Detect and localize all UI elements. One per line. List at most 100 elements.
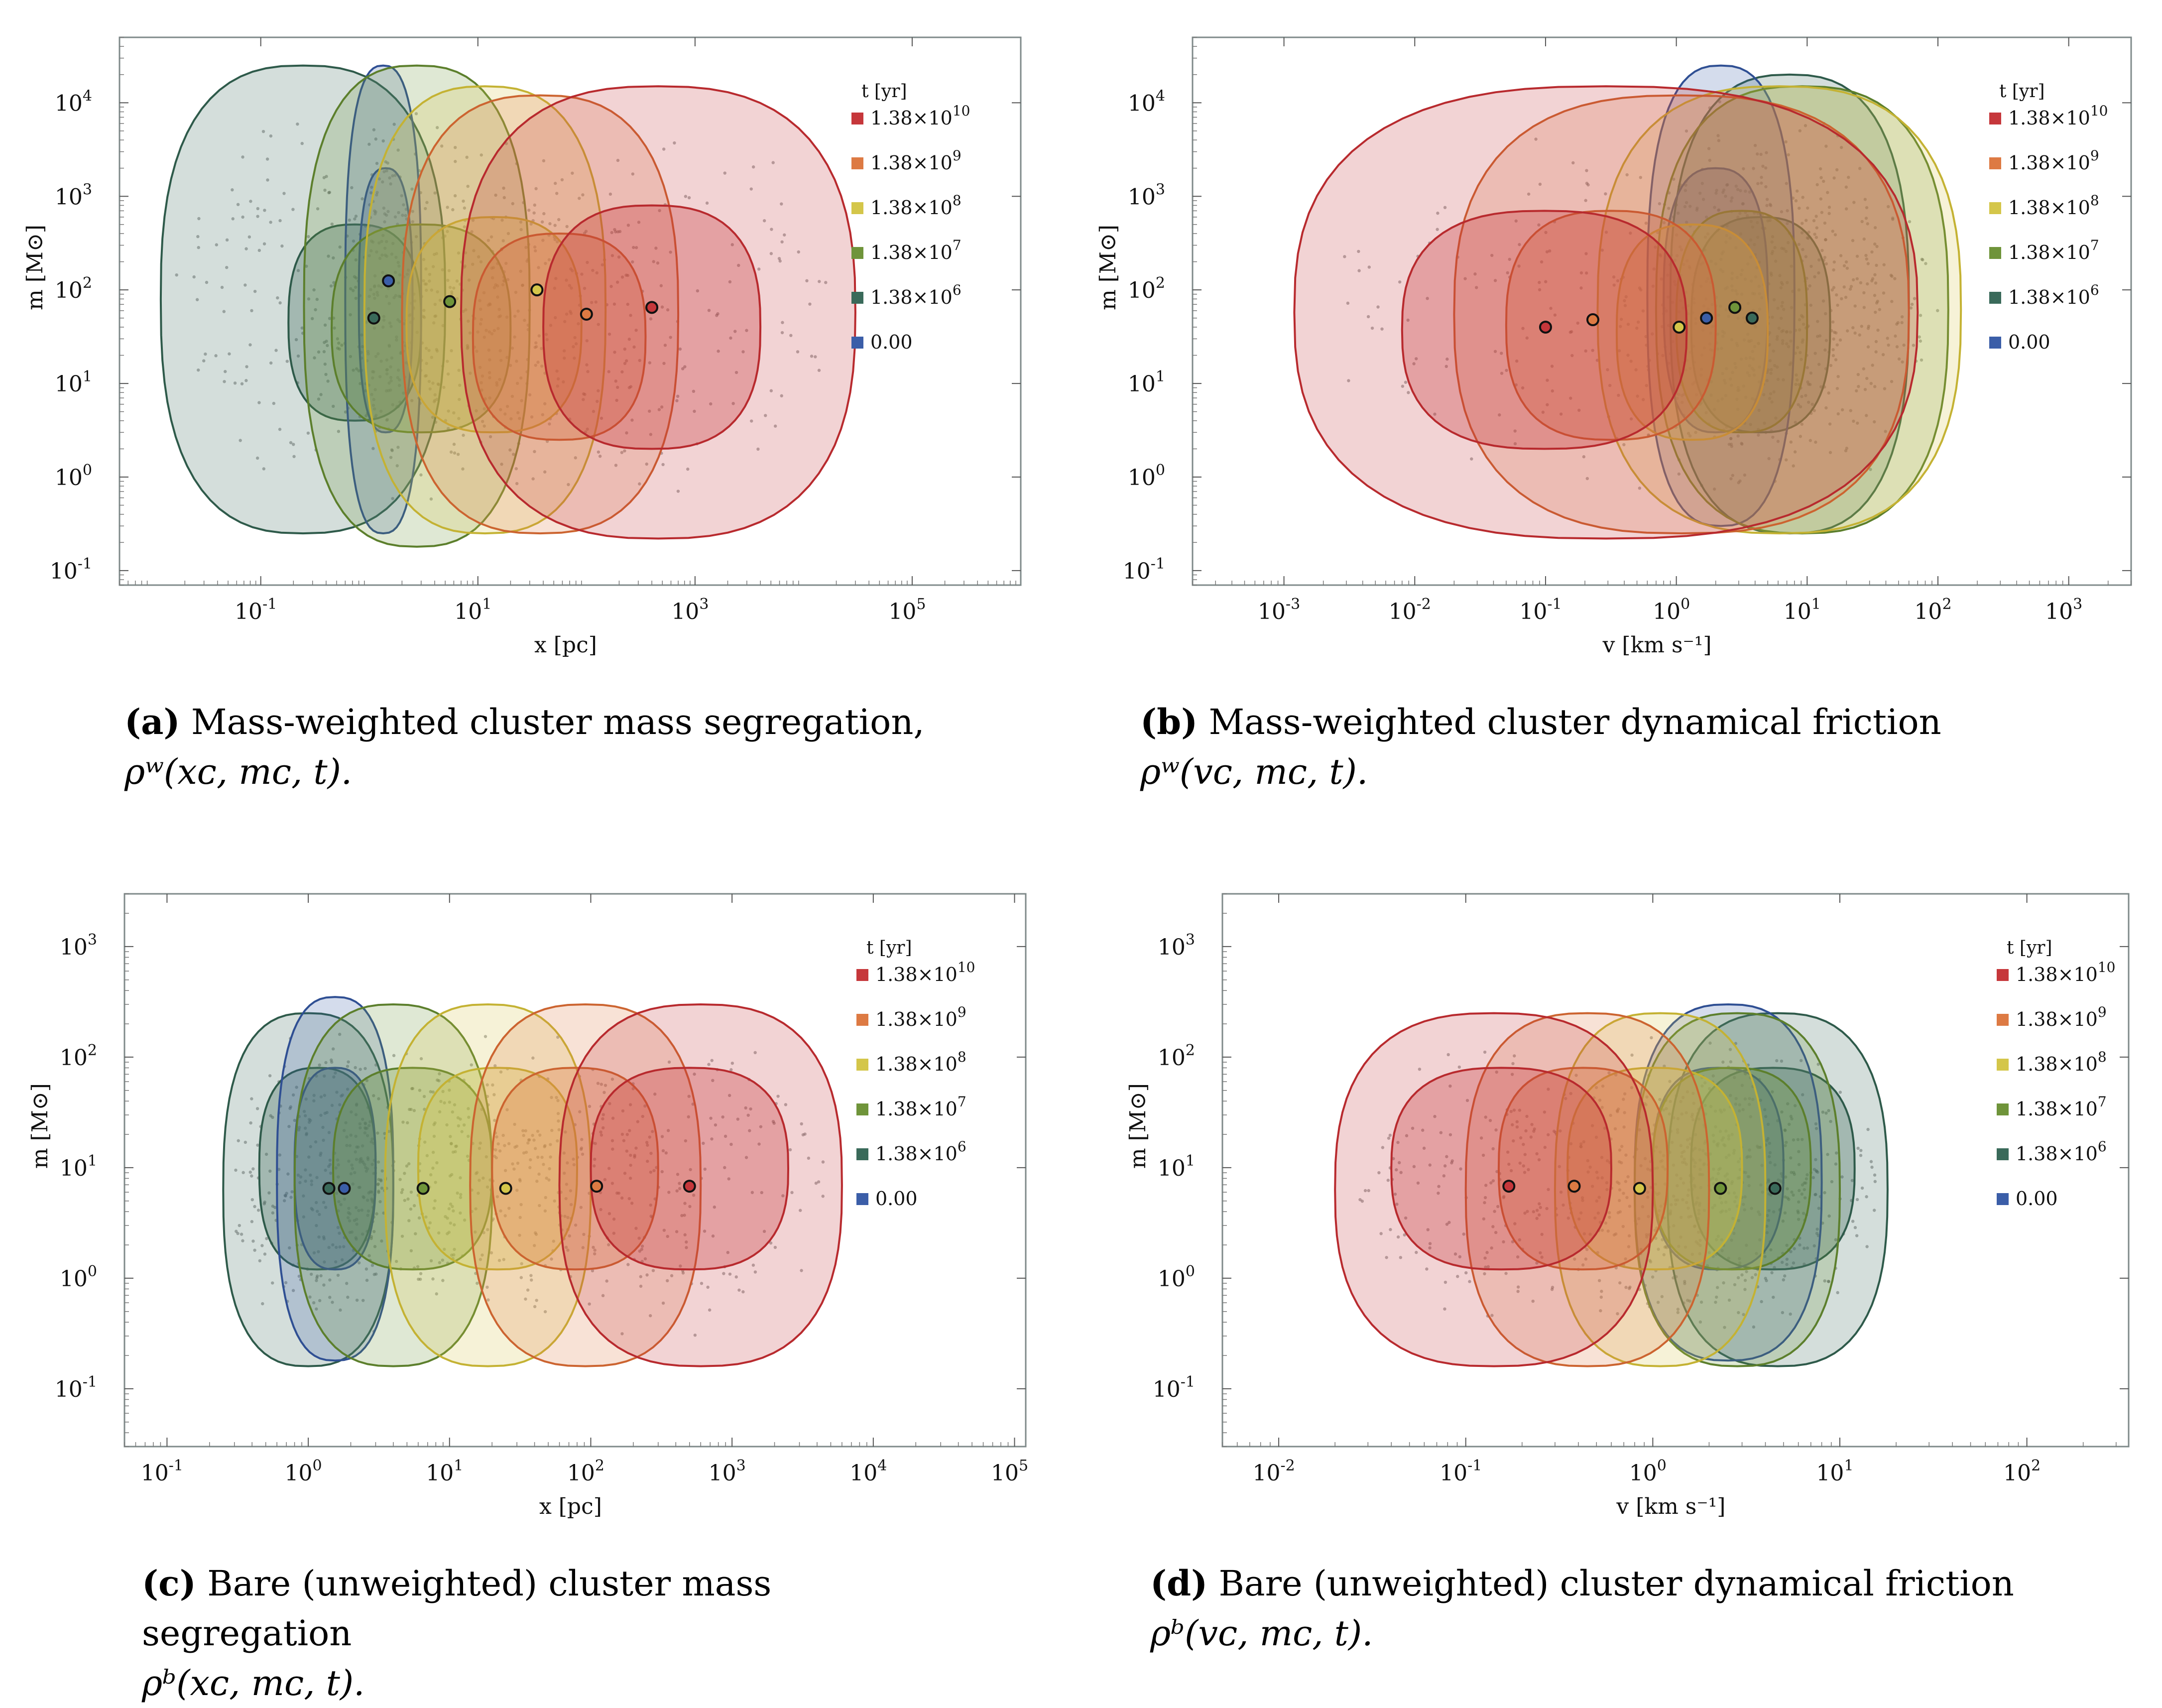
scatter-point bbox=[446, 278, 450, 282]
scatter-point bbox=[1711, 1206, 1714, 1210]
scatter-point bbox=[1624, 1153, 1628, 1157]
caption-d: (d) Bare (unweighted) cluster dynamical … bbox=[1150, 1559, 2096, 1658]
scatter-point bbox=[396, 148, 400, 152]
scatter-point bbox=[1760, 296, 1764, 300]
scatter-point bbox=[350, 1110, 353, 1114]
scatter-point bbox=[515, 1144, 519, 1148]
scatter-point bbox=[577, 322, 580, 326]
scatter-point bbox=[456, 1116, 460, 1119]
scatter-point bbox=[316, 1210, 319, 1213]
scatter-point bbox=[1824, 406, 1828, 410]
scatter-point bbox=[1855, 254, 1859, 258]
scatter-point bbox=[1813, 233, 1816, 236]
scatter-point bbox=[1746, 1175, 1750, 1179]
scatter-point bbox=[327, 254, 330, 258]
scatter-point bbox=[429, 1090, 432, 1094]
scatter-point bbox=[623, 1172, 627, 1175]
scatter-point bbox=[462, 199, 465, 203]
scatter-point bbox=[328, 1158, 332, 1162]
scatter-point bbox=[1749, 339, 1753, 342]
scatter-point bbox=[457, 368, 461, 372]
scatter-point bbox=[315, 1279, 318, 1282]
scatter-point bbox=[1506, 1150, 1510, 1154]
scatter-point bbox=[1643, 1157, 1647, 1160]
scatter-point bbox=[586, 260, 589, 264]
scatter-point bbox=[1546, 378, 1549, 382]
scatter-point bbox=[1753, 243, 1756, 246]
scatter-point bbox=[1584, 349, 1587, 353]
scatter-point bbox=[716, 312, 720, 316]
scatter-point bbox=[368, 1120, 372, 1123]
scatter-point bbox=[1703, 236, 1707, 239]
scatter-point bbox=[381, 325, 385, 329]
scatter-point bbox=[536, 1129, 540, 1133]
scatter-point bbox=[1682, 1181, 1685, 1185]
scatter-point bbox=[1376, 305, 1380, 309]
scatter-point bbox=[418, 1089, 422, 1092]
scatter-point bbox=[1781, 301, 1785, 304]
scatter-point bbox=[1622, 1125, 1626, 1129]
scatter-point bbox=[363, 1163, 366, 1166]
scatter-point bbox=[370, 1163, 374, 1166]
scatter-point bbox=[533, 1231, 537, 1235]
scatter-point bbox=[1767, 1219, 1770, 1222]
scatter-point bbox=[361, 1161, 365, 1165]
scatter-point bbox=[582, 392, 586, 396]
caption-a-text: Mass-weighted cluster mass segregation, bbox=[180, 702, 925, 742]
scatter-point bbox=[1559, 1190, 1563, 1194]
scatter-point bbox=[1463, 277, 1467, 280]
scatter-point bbox=[1521, 327, 1525, 330]
scatter-point bbox=[487, 330, 491, 334]
scatter-point bbox=[636, 1120, 640, 1123]
scatter-point bbox=[518, 1216, 522, 1220]
scatter-point bbox=[1769, 371, 1773, 375]
scatter-point bbox=[1856, 1146, 1860, 1150]
scatter-point bbox=[1706, 307, 1710, 311]
scatter-point bbox=[1624, 1286, 1628, 1289]
legend-label: 1.38×108 bbox=[875, 1049, 966, 1075]
scatter-point bbox=[370, 1190, 373, 1194]
scatter-point bbox=[310, 317, 314, 320]
scatter-point bbox=[1502, 1196, 1505, 1200]
scatter-point bbox=[337, 430, 341, 433]
scatter-point bbox=[1597, 1279, 1601, 1282]
scatter-point bbox=[649, 317, 653, 321]
scatter-point bbox=[457, 1124, 461, 1128]
scatter-point bbox=[379, 409, 383, 413]
scatter-point bbox=[328, 1296, 332, 1299]
scatter-point bbox=[462, 1123, 466, 1127]
scatter-point bbox=[382, 318, 386, 322]
scatter-point bbox=[1759, 1183, 1763, 1187]
y-tick-label: 101 bbox=[60, 1152, 97, 1181]
scatter-point bbox=[1569, 1092, 1572, 1096]
legend-label-exp: 10 bbox=[958, 959, 975, 976]
scatter-point bbox=[1679, 245, 1682, 248]
scatter-point bbox=[751, 1263, 755, 1267]
scatter-point bbox=[492, 286, 496, 289]
scatter-point bbox=[612, 302, 616, 306]
scatter-point bbox=[524, 1150, 528, 1154]
scatter-point bbox=[571, 171, 574, 175]
scatter-point bbox=[515, 482, 519, 486]
scatter-point bbox=[1663, 1064, 1666, 1068]
scatter-point bbox=[459, 1193, 463, 1196]
scatter-point bbox=[1820, 248, 1824, 252]
scatter-point bbox=[459, 1211, 462, 1215]
scatter-point bbox=[532, 1138, 536, 1142]
scatter-point bbox=[1709, 380, 1713, 383]
scatter-point bbox=[471, 262, 475, 266]
scatter-point bbox=[1698, 191, 1702, 195]
legend-swatch bbox=[851, 247, 863, 259]
scatter-point bbox=[1747, 1175, 1751, 1179]
scatter-point bbox=[1748, 340, 1751, 343]
scatter-point bbox=[1500, 352, 1503, 355]
x-tick-label: 10-2 bbox=[1252, 1457, 1295, 1486]
scatter-point bbox=[1773, 1266, 1776, 1269]
scatter-point bbox=[1699, 1186, 1702, 1190]
scatter-point bbox=[504, 261, 508, 265]
scatter-point bbox=[649, 433, 653, 436]
scatter-point bbox=[1834, 1151, 1838, 1155]
scatter-point bbox=[450, 349, 453, 353]
scatter-point bbox=[512, 453, 515, 456]
scatter-point bbox=[1746, 1155, 1750, 1158]
